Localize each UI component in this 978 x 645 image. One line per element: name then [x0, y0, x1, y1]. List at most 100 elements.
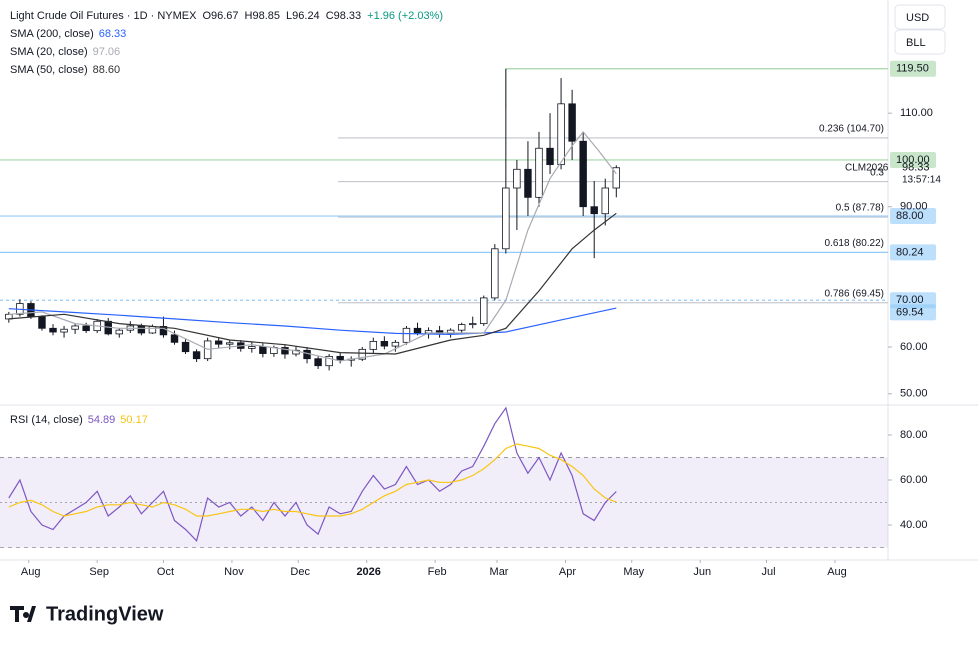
rsi-line: [8, 406, 617, 542]
candle-body: [159, 326, 168, 336]
sma-legend: SMA (200, close) 68.33: [10, 28, 126, 40]
candle-body: [170, 334, 179, 343]
candle-body: [60, 328, 68, 333]
candle-body: [402, 327, 411, 343]
x-tick-label: Sep: [89, 566, 109, 578]
candle-body: [192, 351, 201, 360]
candle-body: [314, 358, 322, 367]
fib-label: 0.5 (87.78): [836, 203, 884, 214]
level-label: 100.00: [896, 154, 930, 166]
candle-body: [491, 248, 499, 299]
candle-body: [457, 324, 466, 331]
x-tick-label: 2026: [356, 566, 380, 578]
currency-button[interactable]: [894, 4, 946, 30]
last-symbol: CLM2026: [845, 162, 889, 173]
candle-body: [82, 325, 90, 332]
fib-label: 0.3: [870, 167, 884, 178]
x-tick-label: Nov: [224, 566, 244, 578]
candle-body: [568, 103, 576, 142]
candle-body: [513, 168, 521, 189]
candle-body: [115, 329, 123, 335]
candle-body: [502, 187, 510, 250]
y-tick-label: 90.00: [900, 201, 928, 213]
sma-name: SMA (200, close): [10, 28, 94, 40]
sma-badge: [890, 304, 936, 321]
rsi-y-tick-label: 60.00: [900, 474, 928, 486]
level-badge: [890, 151, 936, 168]
candle-body: [469, 323, 477, 326]
candle-body: [590, 206, 598, 215]
brand: TradingView: [46, 603, 164, 625]
candle-body: [49, 327, 57, 333]
y-tick-label: 50.00: [900, 388, 928, 400]
last-price: 98.33: [902, 162, 930, 174]
candle-body: [480, 297, 488, 325]
sma-line: [8, 130, 617, 362]
candle-body: [546, 147, 554, 166]
level-label: 70.00: [896, 294, 924, 306]
sma-name: SMA (20, close): [10, 46, 88, 58]
candle-body: [380, 340, 389, 347]
x-tick-label: Oct: [157, 566, 174, 578]
candle-body: [281, 347, 289, 355]
currency[interactable]: USD: [906, 12, 929, 24]
candle-body: [369, 340, 378, 350]
rsi-value: 50.17: [120, 414, 148, 426]
symbol: Light Crude Oil Futures · 1D · NYMEX: [10, 10, 197, 22]
x-tick-label: Aug: [21, 566, 41, 578]
candle-body: [181, 341, 190, 353]
candle-body: [259, 346, 267, 354]
sma-name: SMA (50, close): [10, 64, 88, 76]
sma-value: 97.06: [93, 46, 121, 58]
candle-body: [601, 187, 609, 215]
candle-body: [535, 147, 543, 198]
rsi-legend: RSI (14, close) 54.89 50.17: [10, 414, 148, 426]
candle-body: [557, 103, 565, 166]
header: Light Crude Oil Futures · 1D · NYMEX O96.…: [10, 10, 443, 22]
candle-body: [214, 340, 223, 345]
sma-badge-label: 69.54: [896, 306, 924, 318]
candle-body: [325, 355, 333, 367]
rsi-y-tick-label: 80.00: [900, 429, 928, 441]
candle-body: [336, 355, 344, 361]
candle-body: [148, 326, 157, 334]
level-badge: [890, 208, 936, 225]
ohlc: H98.85: [245, 10, 280, 22]
unit-button[interactable]: [894, 29, 946, 55]
ohlc: O96.67: [202, 10, 238, 22]
candle-body: [612, 167, 621, 189]
x-tick-label: Apr: [559, 566, 576, 578]
rsi-value: 54.89: [88, 414, 116, 426]
x-tick-label: Jul: [761, 566, 775, 578]
candle-body: [413, 327, 422, 334]
level-badge: [890, 244, 936, 261]
unit[interactable]: BLL: [906, 37, 926, 49]
level-label: 80.24: [896, 246, 924, 258]
logo: TradingView: [10, 603, 164, 625]
sma-line: [8, 212, 617, 355]
ohlc: C98.33: [326, 10, 361, 22]
ohlc: L96.24: [286, 10, 320, 22]
rsi-y-tick-label: 40.00: [900, 519, 928, 531]
candle-body: [248, 346, 256, 349]
sma-line: [8, 307, 617, 336]
x-tick-label: Dec: [290, 566, 310, 578]
sma-value: 88.60: [93, 64, 121, 76]
last-countdown: 13:57:14: [902, 174, 941, 185]
rsi-name: RSI (14, close): [10, 414, 83, 426]
candle-body: [226, 342, 234, 345]
candle-body: [391, 341, 400, 347]
rsi-line: [8, 443, 617, 517]
x-tick-label: Jun: [693, 566, 711, 578]
candle-body: [38, 316, 46, 329]
level-label: 119.50: [896, 63, 929, 75]
x-tick-label: Mar: [490, 566, 509, 578]
sma-legend: SMA (50, close) 88.60: [10, 64, 120, 76]
change: +1.96 (+2.03%): [367, 10, 443, 22]
level-label: 88.00: [896, 210, 924, 222]
sma-value: 68.33: [99, 28, 127, 40]
level-badge: [890, 60, 936, 77]
y-tick-label: 110.00: [900, 107, 933, 119]
